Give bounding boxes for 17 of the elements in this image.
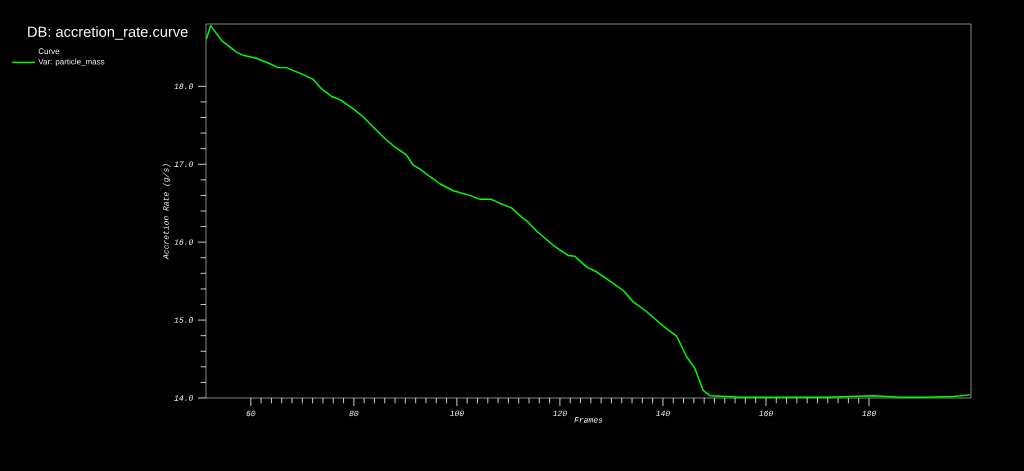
legend-label: Var: particle_mass — [38, 58, 105, 66]
x-tick-label: 60 — [246, 410, 256, 417]
x-tick-label: 120 — [552, 410, 567, 417]
x-tick-label: 160 — [758, 410, 773, 417]
x-tick-label: 180 — [862, 410, 876, 417]
y-tick-label: 15.0 — [174, 317, 194, 323]
legend-title: Curve — [38, 48, 60, 54]
y-tick-label: 16.0 — [174, 239, 194, 245]
x-tick-label: 80 — [349, 410, 359, 417]
y-tick-label: 17.0 — [174, 161, 194, 167]
x-axis-title: Frames — [574, 417, 603, 423]
chart-title: DB: accretion_rate.curve — [28, 26, 188, 40]
y-axis-title: Accretion Rate (g/s) — [162, 164, 171, 260]
y-tick-label: 14.0 — [174, 395, 194, 401]
x-tick-label: 140 — [655, 410, 670, 417]
y-tick-label: 18.0 — [174, 83, 194, 90]
x-tick-label: 100 — [449, 410, 464, 417]
